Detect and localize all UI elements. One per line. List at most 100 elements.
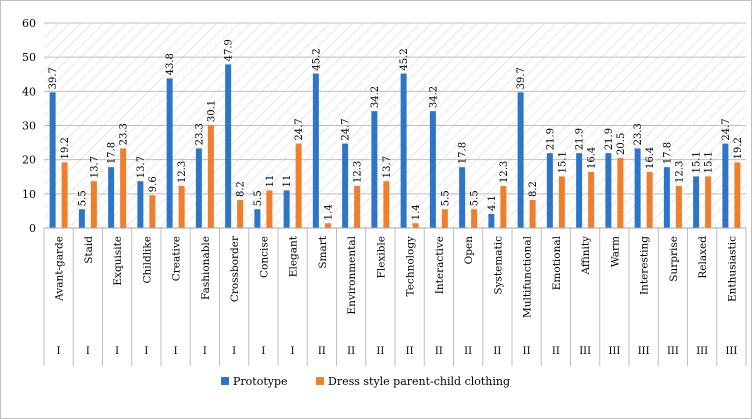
data-label: 16.4 — [645, 147, 656, 169]
data-label: 11 — [282, 175, 293, 188]
data-label: 13.7 — [89, 156, 100, 178]
data-label: 39.7 — [516, 67, 527, 89]
data-label: 8.2 — [528, 181, 539, 197]
data-label: 17.8 — [662, 142, 673, 164]
bar-prototype-20 — [605, 153, 612, 228]
data-label: 21.9 — [545, 128, 556, 150]
bar-prototype-7 — [225, 64, 232, 228]
data-label: 12.3 — [353, 161, 364, 183]
category-label: Avant-garde — [54, 236, 66, 302]
bar-dress-style-12 — [383, 181, 390, 228]
data-label: 5.5 — [77, 190, 88, 206]
bar-dress-style-23 — [705, 176, 712, 228]
data-label: 1.4 — [323, 204, 334, 220]
group-label: III — [638, 346, 650, 357]
category-label: Enthusiastic — [726, 236, 738, 302]
group-label: I — [144, 346, 148, 357]
category-label: Smart — [317, 235, 329, 268]
bar-dress-style-16 — [500, 185, 507, 228]
data-label: 19.2 — [60, 137, 71, 159]
data-label: 5.5 — [253, 190, 264, 206]
group-label: II — [435, 346, 443, 357]
group-label: I — [115, 346, 119, 357]
bar-dress-style-8 — [266, 190, 273, 228]
data-label: 15.1 — [692, 151, 703, 173]
category-label: Affinity — [580, 236, 592, 276]
bar-prototype-4 — [137, 181, 144, 228]
group-label: I — [86, 346, 90, 357]
legend-label-dress-style: Dress style parent-child clothing — [328, 375, 510, 388]
category-label: Relaxed — [697, 236, 709, 279]
group-label: III — [725, 346, 737, 357]
bar-prototype-16 — [488, 213, 495, 228]
bar-dress-style-24 — [734, 162, 741, 228]
data-label: 16.4 — [587, 147, 598, 169]
group-label: II — [493, 346, 501, 357]
group-label: II — [552, 346, 560, 357]
data-label: 17.8 — [107, 142, 118, 164]
data-label: 4.1 — [487, 195, 498, 211]
data-label: 12.3 — [674, 161, 685, 183]
bar-dress-style-7 — [237, 199, 244, 228]
y-tick-label: 20 — [22, 154, 36, 167]
group-label: III — [696, 346, 708, 357]
data-label: 43.8 — [165, 53, 176, 75]
bar-dress-style-17 — [529, 199, 536, 228]
bar-dress-style-15 — [471, 209, 478, 228]
bar-dress-style-6 — [207, 125, 214, 228]
bar-dress-style-14 — [441, 209, 448, 228]
group-label: II — [376, 346, 384, 357]
data-label: 23.3 — [119, 123, 130, 145]
bar-prototype-8 — [254, 209, 261, 228]
bar-prototype-22 — [663, 167, 670, 228]
group-label: I — [203, 346, 207, 357]
bar-prototype-23 — [693, 176, 700, 228]
group-label: I — [261, 346, 265, 357]
bar-prototype-11 — [342, 143, 349, 228]
legend: Prototype Dress style parent-child clothi… — [221, 375, 510, 388]
bar-prototype-3 — [108, 167, 115, 228]
data-label: 30.1 — [206, 100, 217, 122]
data-label: 24.7 — [294, 118, 305, 140]
data-label: 23.3 — [194, 123, 205, 145]
bar-dress-style-4 — [149, 195, 156, 228]
y-tick-label: 50 — [22, 51, 36, 64]
category-label: Environmental — [346, 235, 358, 314]
bar-dress-style-20 — [617, 157, 624, 228]
group-label: II — [523, 346, 531, 357]
y-tick-label: 0 — [29, 222, 36, 235]
category-label: Emotional — [551, 235, 563, 290]
y-tick-label: 10 — [22, 188, 36, 201]
legend-swatch-dress-style — [316, 377, 324, 385]
group-label: I — [291, 346, 295, 357]
y-tick-label: 60 — [22, 17, 36, 30]
bar-prototype-21 — [634, 148, 641, 228]
group-label: III — [667, 346, 679, 357]
bar-prototype-15 — [459, 167, 466, 228]
data-label: 5.5 — [440, 190, 451, 206]
category-label: Exquisite — [112, 236, 124, 286]
category-label: Concise — [258, 236, 270, 278]
data-label: 24.7 — [341, 118, 352, 140]
bar-dress-style-10 — [324, 223, 331, 228]
bar-prototype-24 — [722, 143, 729, 228]
bars — [49, 64, 741, 228]
category-label: Elegant — [288, 235, 300, 277]
category-label: Childlike — [141, 236, 153, 284]
group-label: I — [232, 346, 236, 357]
category-label: Creative — [171, 236, 183, 281]
data-label: 45.2 — [311, 48, 322, 70]
data-label: 34.2 — [428, 86, 439, 108]
bar-prototype-5 — [166, 78, 173, 228]
data-label: 12.3 — [499, 161, 510, 183]
bar-dress-style-11 — [354, 185, 361, 228]
bar-prototype-18 — [546, 153, 553, 228]
category-label: Surprise — [668, 236, 680, 282]
bar-dress-style-5 — [178, 185, 185, 228]
bar-prototype-13 — [400, 73, 407, 228]
legend-swatch-prototype — [221, 377, 229, 385]
bar-prototype-2 — [78, 209, 85, 228]
data-label: 15.1 — [557, 151, 568, 173]
